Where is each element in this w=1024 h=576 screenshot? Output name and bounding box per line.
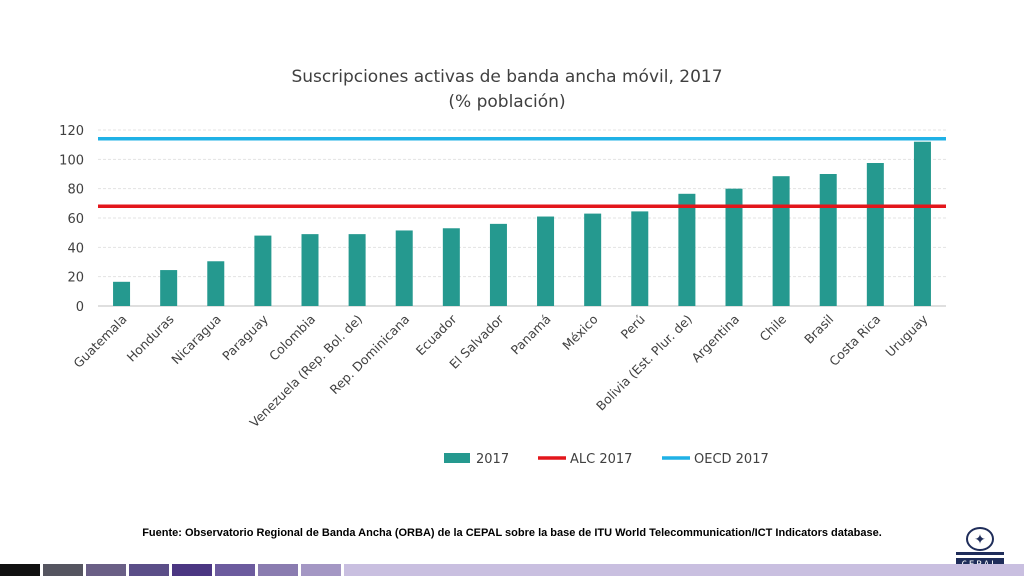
- x-tick-label: Ecuador: [413, 311, 460, 358]
- x-tick-label: Argentina: [688, 312, 742, 366]
- grid: [98, 129, 946, 307]
- y-tick-label: 100: [59, 153, 84, 168]
- y-tick-label: 40: [67, 241, 84, 256]
- footer-segment: [86, 564, 126, 576]
- x-tick-label: Panamá: [508, 312, 554, 358]
- x-tick-label: Paraguay: [219, 311, 271, 363]
- logo-rule: [956, 552, 1004, 555]
- footer-segment: [215, 564, 255, 576]
- footer-segment: [172, 564, 212, 576]
- bar: [725, 188, 743, 306]
- x-tick-label: Costa Rica: [826, 312, 883, 369]
- un-emblem-icon: ✦: [966, 527, 994, 551]
- bar: [819, 174, 837, 306]
- bar: [442, 228, 460, 306]
- legend-swatch: [444, 453, 470, 463]
- bar: [631, 211, 649, 306]
- x-tick-label: Chile: [756, 311, 789, 344]
- bar: [866, 163, 884, 306]
- bar: [254, 235, 272, 306]
- bar: [913, 141, 931, 306]
- x-tick-label: Bolivia (Est. Plur. de): [593, 312, 695, 414]
- footer-segment: [301, 564, 341, 576]
- x-tick-label: Nicaragua: [168, 312, 224, 368]
- y-tick-label: 60: [67, 212, 84, 227]
- bar: [301, 234, 319, 306]
- y-tick-label: 0: [76, 300, 84, 315]
- x-tick-label: México: [559, 312, 600, 353]
- y-tick-label: 80: [67, 183, 84, 198]
- bar: [584, 213, 602, 306]
- bar: [678, 193, 696, 306]
- footer-segment: [258, 564, 298, 576]
- legend-label: ALC 2017: [570, 452, 632, 467]
- y-tick-label: 120: [59, 124, 84, 139]
- x-tick-label: Uruguay: [882, 311, 931, 360]
- chart-subtitle: (% población): [448, 92, 565, 112]
- bar: [348, 234, 366, 306]
- x-tick-label: Perú: [618, 312, 648, 342]
- bar: [113, 281, 131, 306]
- footer-segment: [129, 564, 169, 576]
- bar: [772, 176, 790, 306]
- footer-segment: [43, 564, 83, 576]
- bar: [537, 216, 555, 306]
- x-tick-label: Rep. Dominicana: [327, 312, 413, 398]
- bar: [207, 261, 225, 306]
- legend: 2017 ALC 2017 OECD 2017: [444, 452, 769, 467]
- legend-label: 2017: [476, 452, 509, 467]
- source-note: Fuente: Observatorio Regional de Banda A…: [142, 527, 882, 539]
- bar: [489, 223, 507, 306]
- x-tick-label: Brasil: [801, 312, 836, 347]
- y-tick-label: 20: [67, 271, 84, 286]
- y-axis: 0 20 40 60 80 100 120: [59, 124, 84, 315]
- x-tick-label: Guatemala: [70, 312, 129, 371]
- footer-color-strip: [0, 564, 1024, 576]
- chart-title: Suscripciones activas de banda ancha móv…: [291, 67, 722, 87]
- bar: [395, 230, 413, 306]
- bar: [160, 270, 178, 306]
- footer-segment: [0, 564, 40, 576]
- x-axis: GuatemalaHondurasNicaraguaParaguayColomb…: [70, 311, 931, 430]
- footer-segment: [344, 564, 1024, 576]
- legend-label: OECD 2017: [694, 452, 769, 467]
- bar-series: [113, 141, 931, 306]
- reference-lines: [98, 137, 946, 209]
